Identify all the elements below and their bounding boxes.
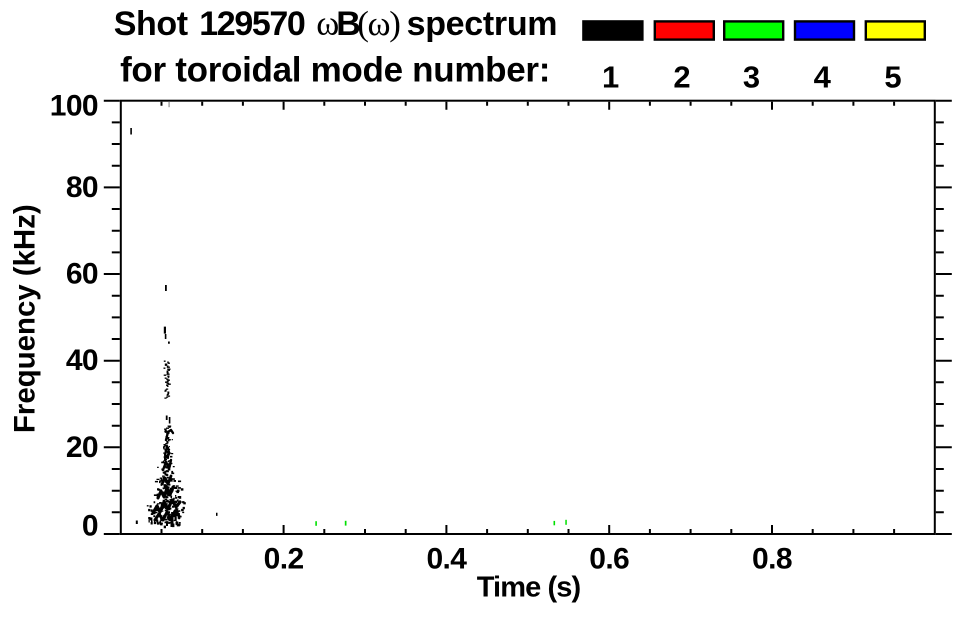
svg-text:20: 20 [66,431,98,464]
svg-text:Time (s): Time (s) [477,572,581,604]
svg-text:Shot: Shot [114,5,188,43]
svg-text:0.2: 0.2 [264,542,304,575]
svg-text:60: 60 [66,258,98,291]
svg-text:1: 1 [602,59,619,94]
svg-text:80: 80 [66,171,98,204]
svg-text:for toroidal mode number:: for toroidal mode number: [120,51,550,90]
svg-text:5: 5 [884,59,901,94]
svg-text:0: 0 [82,510,98,543]
svg-text:spectrum: spectrum [407,5,558,43]
svg-text:ω: ω [316,4,339,43]
svg-text:3: 3 [743,59,760,94]
svg-text:40: 40 [66,344,98,377]
svg-text:Frequency (kHz): Frequency (kHz) [8,204,41,433]
svg-text:0.4: 0.4 [426,542,467,575]
svg-text:2: 2 [673,59,690,94]
svg-text:100: 100 [50,90,98,123]
svg-text:(ω): (ω) [357,4,400,43]
svg-text:0.8: 0.8 [752,542,792,575]
svg-text:129570: 129570 [199,5,305,43]
svg-text:4: 4 [814,59,832,94]
svg-text:0.6: 0.6 [589,542,629,575]
svg-text:B: B [336,5,361,43]
